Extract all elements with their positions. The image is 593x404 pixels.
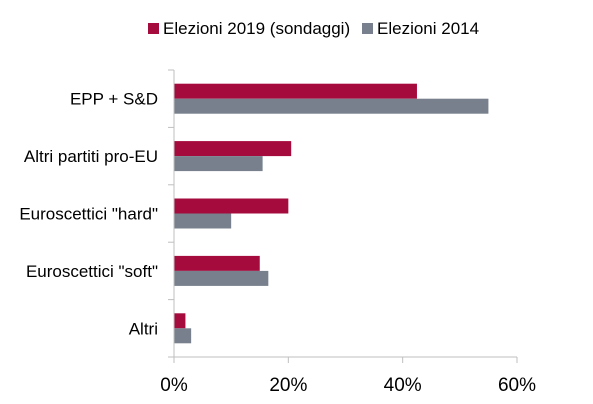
category-label: Euroscettici "soft" bbox=[26, 262, 158, 281]
category-label: EPP + S&D bbox=[70, 90, 158, 109]
bar-2019-0 bbox=[174, 83, 417, 99]
bar-2019-2 bbox=[174, 198, 289, 214]
x-tick-label: 0% bbox=[160, 375, 188, 396]
bar-2019-3 bbox=[174, 255, 260, 271]
legend: Elezioni 2019 (sondaggi) Elezioni 2014 bbox=[148, 19, 479, 38]
bar-2014-1 bbox=[174, 156, 263, 172]
axes-group bbox=[168, 69, 518, 363]
x-tick-label: 20% bbox=[269, 375, 307, 396]
category-label: Euroscettici "hard" bbox=[19, 205, 158, 224]
category-label: Altri bbox=[129, 319, 158, 338]
legend-swatch-2014 bbox=[362, 23, 373, 34]
bars-group bbox=[174, 83, 489, 344]
legend-swatch-2019 bbox=[148, 23, 159, 34]
x-tick-label: 60% bbox=[498, 375, 536, 396]
bar-2014-2 bbox=[174, 213, 232, 229]
x-tick-label: 40% bbox=[384, 375, 422, 396]
labels-group: EPP + S&D Altri partiti pro-EU Euroscettic… bbox=[19, 90, 536, 396]
bar-2014-3 bbox=[174, 270, 269, 286]
category-label: Altri partiti pro-EU bbox=[24, 147, 158, 166]
legend-label-2014: Elezioni 2014 bbox=[377, 19, 479, 38]
bar-2014-0 bbox=[174, 98, 489, 114]
bar-2014-4 bbox=[174, 328, 192, 344]
bar-2019-1 bbox=[174, 141, 292, 157]
bar-2019-4 bbox=[174, 313, 186, 329]
legend-label-2019: Elezioni 2019 (sondaggi) bbox=[163, 19, 350, 38]
